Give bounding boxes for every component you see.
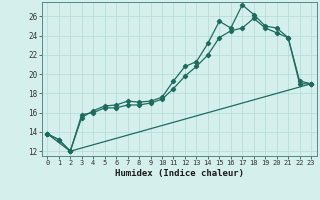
X-axis label: Humidex (Indice chaleur): Humidex (Indice chaleur) [115, 169, 244, 178]
